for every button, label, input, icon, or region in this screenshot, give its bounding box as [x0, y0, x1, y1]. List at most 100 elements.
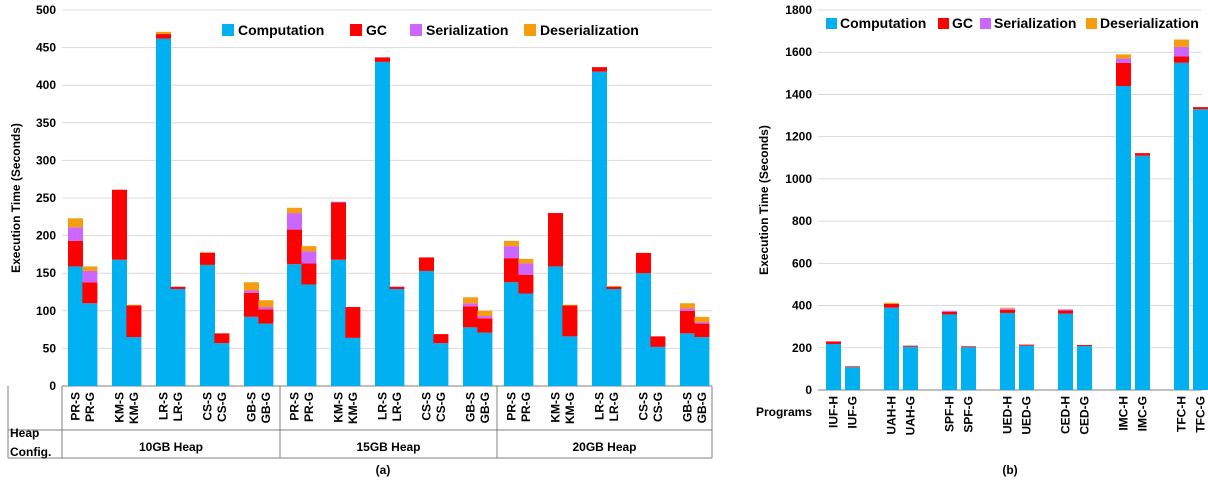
legend-label: Computation — [840, 15, 926, 31]
x-tick-label-a: GB-S — [245, 392, 259, 422]
bar-segment-serialization — [258, 307, 274, 310]
bar-segment-computation — [1116, 86, 1131, 390]
x-tick-label-a: CS-S — [201, 392, 215, 421]
bar-segment-deserialization — [562, 304, 578, 306]
bar-segment-gc — [1116, 62, 1131, 86]
bar-segment-gc — [301, 263, 317, 285]
bar-segment-computation — [548, 266, 563, 386]
y-tick-label-b: 1200 — [785, 130, 812, 144]
x-tick-label-a: LR-S — [157, 392, 171, 420]
bar-segment-gc — [694, 323, 710, 338]
bar-segment-gc — [433, 334, 449, 344]
y-tick-label-a: 450 — [36, 41, 56, 55]
bar-segment-computation — [463, 327, 478, 386]
x-tick-label-a: KM-S — [332, 392, 346, 423]
bar-segment-gc — [419, 257, 434, 271]
bar-segment-gc — [463, 306, 478, 328]
legend-swatch-serialization — [410, 24, 422, 36]
bar-segment-serialization — [942, 310, 957, 312]
bar-segment-gc — [942, 311, 957, 315]
bar-segment-computation — [82, 303, 98, 386]
bar-segment-computation — [606, 288, 622, 386]
x-tick-label-a: CS-S — [637, 392, 651, 421]
bar-segment-computation — [214, 343, 230, 386]
y-tick-label-b: 1000 — [785, 172, 812, 186]
bar-segment-computation — [592, 71, 607, 386]
legend-label: Serialization — [994, 15, 1076, 31]
x-tick-label-b: UAH-G — [904, 396, 918, 435]
bar-segment-deserialization — [244, 282, 259, 291]
bar-segment-gc — [562, 305, 578, 337]
bar-segment-deserialization — [680, 303, 695, 309]
bar-segment-deserialization — [463, 297, 478, 304]
bar-segment-computation — [433, 343, 449, 386]
bar-segment-computation — [650, 346, 666, 386]
legend-swatch-deserialization — [1086, 18, 1097, 29]
bar-segment-gc — [331, 202, 346, 260]
x-tick-label-b: UAH-H — [885, 396, 899, 435]
x-tick-label-b: SPF-G — [962, 396, 976, 433]
bar-segment-gc — [961, 346, 976, 348]
x-tick-label-a: KM-G — [563, 392, 577, 424]
x-tick-label-a: PR-G — [519, 392, 533, 422]
legend-swatch-computation — [222, 24, 234, 36]
bar-segment-serialization — [504, 246, 519, 259]
bar-segment-computation — [68, 266, 83, 386]
bar-segment-gc — [287, 229, 302, 265]
bar-segment-serialization — [82, 270, 98, 283]
bar-segment-computation — [170, 288, 186, 386]
y-tick-label-b: 200 — [792, 341, 812, 355]
bar-segment-serialization — [694, 322, 710, 324]
bar-segment-deserialization — [884, 302, 899, 304]
bar-segment-gc — [606, 286, 622, 289]
bar-segment-deserialization — [82, 266, 98, 271]
bar-segment-gc — [389, 286, 405, 289]
x-tick-label-a: GB-G — [259, 392, 273, 423]
legend-label: GC — [952, 15, 973, 31]
x-tick-label-a: PR-S — [288, 392, 302, 421]
bar-segment-deserialization — [606, 285, 622, 287]
bar-segment-gc — [82, 282, 98, 304]
bar-segment-deserialization — [1174, 39, 1189, 47]
y-tick-label-b: 800 — [792, 214, 812, 228]
bar-segment-deserialization — [200, 252, 215, 253]
bar-segment-gc — [1000, 309, 1015, 313]
bar-segment-computation — [1019, 345, 1034, 390]
bar-segment-gc — [170, 286, 186, 289]
bar-segment-gc — [345, 307, 361, 338]
x-tick-label-b: IUF-G — [846, 396, 860, 429]
bar-segment-gc — [200, 252, 215, 265]
bar-segment-gc — [518, 274, 534, 294]
bar-segment-computation — [126, 337, 142, 386]
bar-segment-computation — [156, 38, 171, 387]
x-tick-label-a: PR-S — [505, 392, 519, 421]
legend-swatch-serialization — [980, 18, 991, 29]
x-tick-label-a: PR-S — [69, 392, 83, 421]
bar-segment-computation — [1135, 155, 1150, 390]
bar-segment-deserialization — [301, 246, 317, 252]
y-tick-label-a: 400 — [36, 78, 56, 92]
bar-segment-serialization — [463, 303, 478, 307]
row-label-config: Config. — [10, 445, 51, 459]
bar-segment-deserialization — [258, 300, 274, 308]
bar-segment-computation — [961, 347, 976, 390]
x-tick-label-a: KM-G — [127, 392, 141, 424]
bar-segment-deserialization — [126, 304, 142, 306]
x-tick-label-a: CS-G — [434, 392, 448, 422]
y-tick-label-b: 600 — [792, 256, 812, 270]
x-tick-label-a: PR-G — [83, 392, 97, 422]
bar-segment-serialization — [301, 251, 317, 264]
bar-segment-gc — [826, 341, 841, 344]
bar-segment-serialization — [477, 316, 493, 319]
bar-segment-computation — [504, 282, 519, 386]
bar-segment-serialization — [1058, 309, 1073, 311]
bar-segment-gc — [548, 213, 563, 267]
y-tick-label-b: 1800 — [785, 3, 812, 17]
bar-segment-computation — [112, 259, 127, 386]
bar-segment-computation — [1193, 109, 1208, 390]
bar-segment-computation — [301, 284, 317, 386]
x-tick-label-b: UED-G — [1020, 396, 1034, 435]
bar-segment-deserialization — [68, 218, 83, 228]
bar-segment-deserialization — [156, 31, 171, 35]
